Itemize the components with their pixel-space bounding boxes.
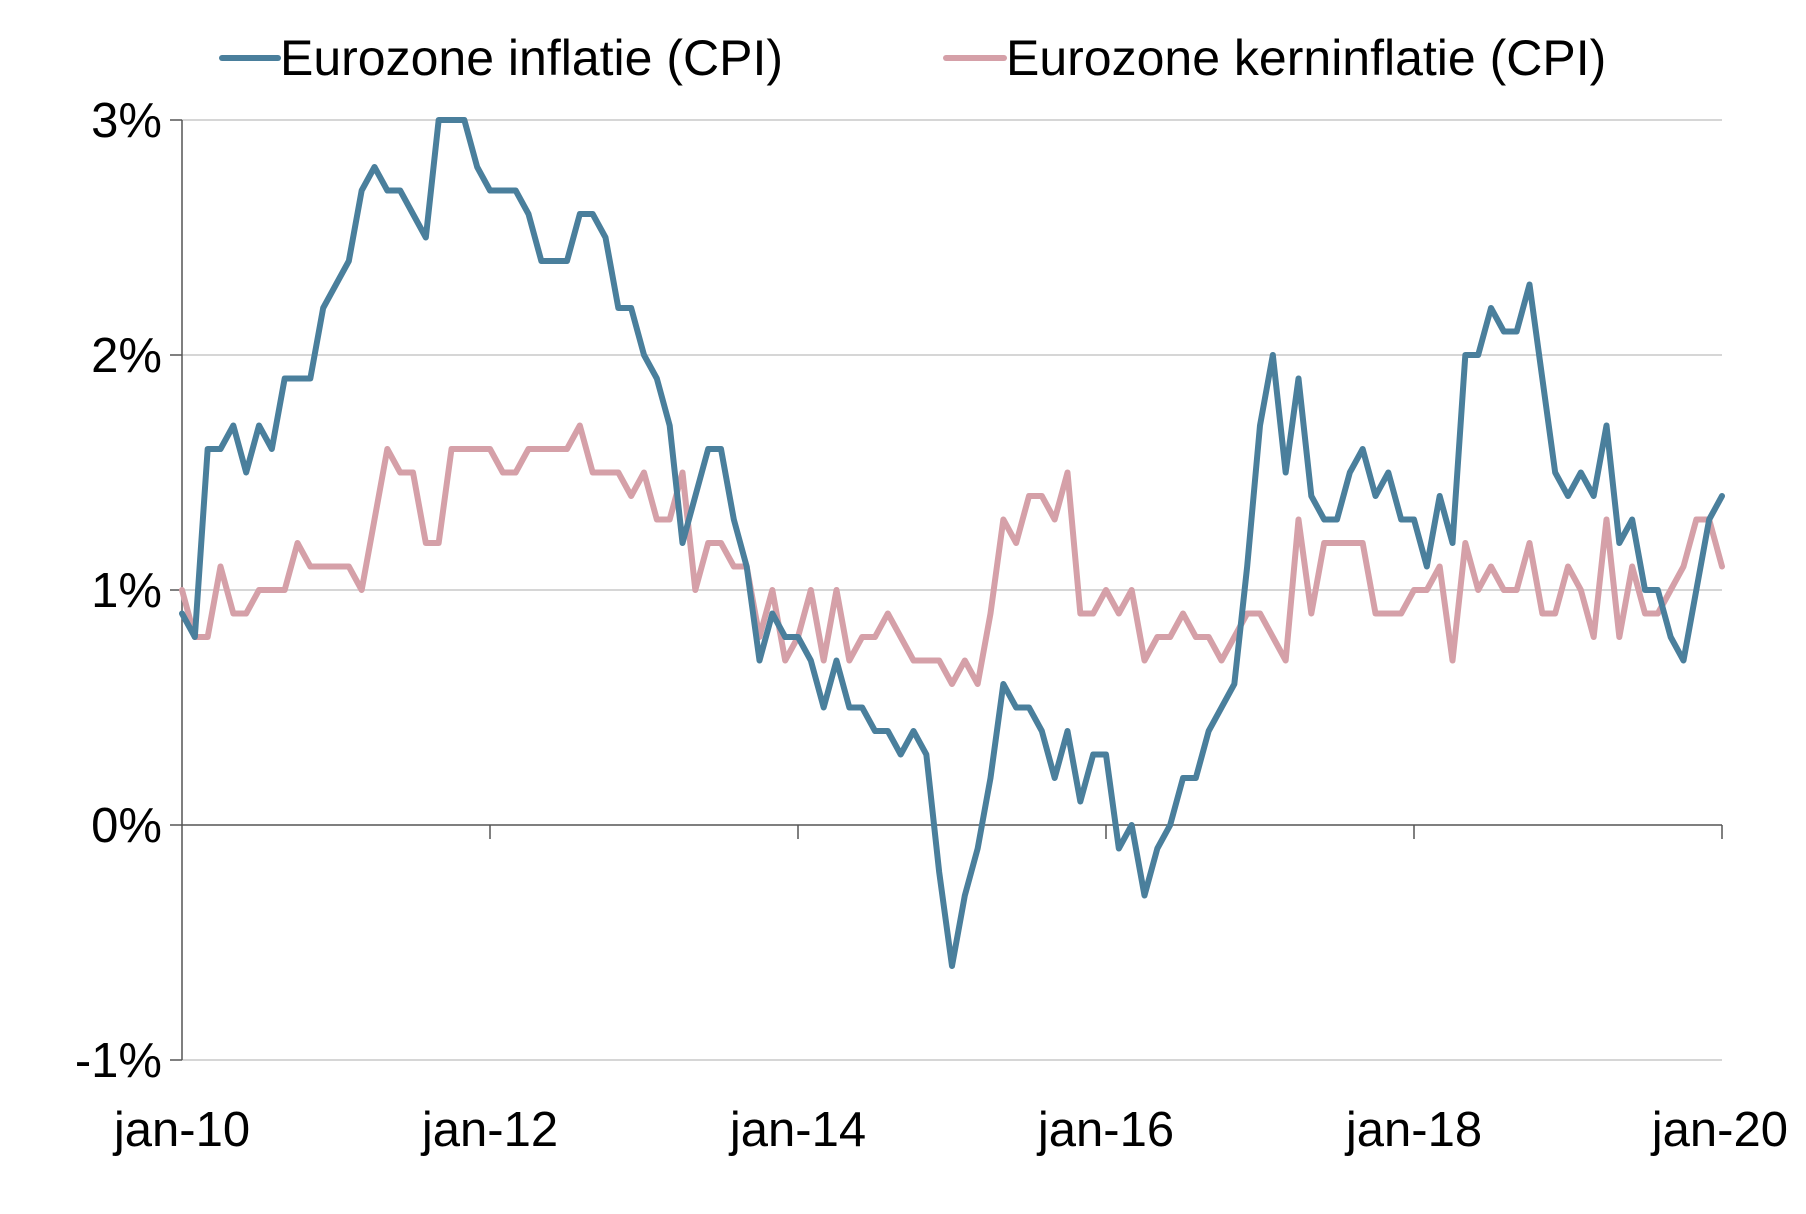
legend-label: Eurozone inflatie (CPI) — [280, 30, 783, 86]
series-line-inflatie — [179, 117, 1725, 969]
series-line-kerninflatie — [179, 422, 1725, 687]
legend-label: Eurozone kerninflatie (CPI) — [1006, 30, 1606, 86]
y-tick-label: -1% — [75, 1034, 162, 1088]
x-tick-label: jan-12 — [420, 1103, 558, 1157]
x-tick-label: jan-14 — [728, 1103, 866, 1157]
axes: 3% 2% 1% 0% -1% jan-10 jan-12 jan-14 jan-16 jan-1… — [75, 94, 1788, 1157]
series-lines — [179, 117, 1725, 969]
y-tick-label: 0% — [91, 799, 162, 853]
x-tick-label: jan-16 — [1036, 1103, 1174, 1157]
x-tick-label: jan-18 — [1344, 1103, 1482, 1157]
y-tick-label: 2% — [91, 329, 162, 383]
x-tick-label: jan-10 — [112, 1103, 250, 1157]
legend: Eurozone inflatie (CPI) Eurozone kerninfl… — [219, 30, 1606, 86]
y-tick-label: 3% — [91, 94, 162, 148]
gridlines — [182, 119, 1722, 1061]
x-tick-label: jan-20 — [1650, 1103, 1788, 1157]
y-tick-label: 1% — [91, 564, 162, 618]
